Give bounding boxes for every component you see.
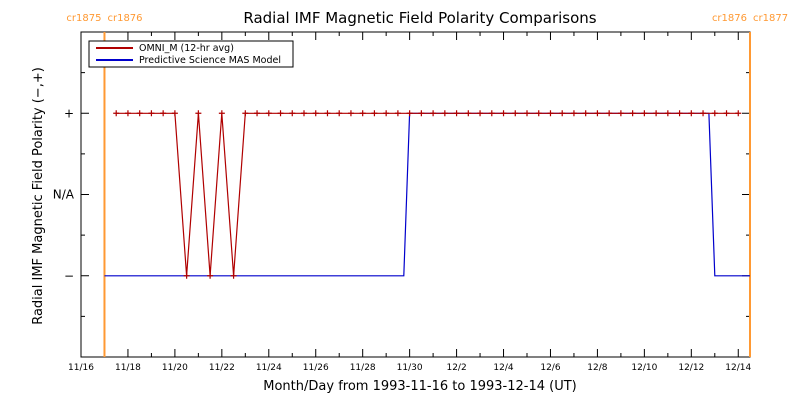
data-point (230, 272, 237, 279)
x-tick-label: 11/22 (209, 363, 235, 373)
y-axis-label: Radial IMF Magnetic Field Polarity (−,+) (31, 67, 46, 325)
x-tick-label: 12/4 (493, 363, 513, 373)
data-point (171, 110, 178, 117)
data-point (477, 110, 484, 117)
data-point (453, 110, 460, 117)
x-axis-label: Month/Day from 1993-11-16 to 1993-12-14 … (263, 379, 576, 394)
data-point (582, 110, 589, 117)
data-point (676, 110, 683, 117)
data-point (629, 110, 636, 117)
data-point (301, 110, 307, 117)
data-point (242, 110, 249, 117)
data-point (606, 110, 613, 117)
y-tick-label: N/A (53, 188, 75, 202)
data-point (664, 110, 671, 117)
data-point (113, 110, 120, 117)
carrington-markers: cr1875 cr1876 cr1876 cr1877 (66, 13, 788, 357)
data-point (512, 110, 519, 117)
data-point (735, 110, 742, 117)
data-point (183, 272, 190, 279)
data-point (594, 110, 601, 117)
data-point (195, 110, 202, 117)
carrington-label-right: cr1876 (107, 13, 142, 24)
data-point (148, 110, 155, 117)
legend-label-omni: OMNI_M (12-hr avg) (139, 43, 234, 54)
data-point (653, 110, 660, 117)
data-point (700, 110, 707, 117)
x-tick-label: 12/10 (631, 363, 657, 373)
data-point (617, 110, 624, 117)
legend-box (88, 40, 294, 68)
data-point (441, 110, 448, 117)
data-point (359, 110, 366, 117)
x-tick-label: 11/16 (68, 363, 94, 373)
x-tick-label: 12/6 (540, 363, 560, 373)
series-layer (104, 110, 750, 279)
x-tick-label: 12/14 (725, 363, 751, 373)
data-point (641, 110, 648, 117)
x-tick-label: 11/28 (350, 363, 376, 373)
legend: OMNI_M (12-hr avg) Predictive Science MA… (88, 40, 294, 68)
data-point (394, 110, 401, 117)
x-axis: 11/16 11/18 11/20 11/22 11/24 11/26 11/28 11/30… (68, 32, 752, 373)
data-point (277, 110, 284, 117)
y-tick-label: − (64, 269, 74, 283)
data-point (535, 110, 542, 117)
chart-title: Radial IMF Magnetic Field Polarity Compa… (243, 9, 596, 27)
data-point (371, 110, 378, 117)
data-point (265, 110, 272, 117)
x-tick-label: 11/20 (162, 363, 188, 373)
carrington-label-left: cr1876 (712, 13, 747, 24)
data-point (559, 110, 566, 117)
x-tick-label: 11/18 (115, 363, 141, 373)
carrington-label-right: cr1877 (753, 13, 788, 24)
data-point (347, 110, 354, 117)
data-point (465, 110, 472, 117)
data-point (124, 110, 131, 117)
x-tick-label: 12/12 (678, 363, 704, 373)
data-point (312, 110, 319, 117)
data-point (488, 110, 495, 117)
data-point (136, 110, 143, 117)
data-point (160, 110, 167, 117)
data-point (570, 110, 577, 117)
data-point (324, 110, 331, 117)
data-point (383, 110, 390, 117)
x-tick-label: 11/26 (303, 363, 329, 373)
data-point (500, 110, 507, 117)
y-axis: − N/A + (53, 31, 750, 358)
x-tick-label: 12/8 (587, 363, 607, 373)
x-tick-label: 11/30 (397, 363, 423, 373)
data-point (254, 110, 261, 117)
carrington-label-left: cr1875 (66, 13, 101, 24)
data-point (207, 272, 214, 279)
data-point (336, 110, 343, 117)
data-point (218, 110, 225, 117)
x-tick-label: 12/2 (446, 363, 466, 373)
y-tick-label: + (64, 106, 74, 120)
data-point (711, 110, 718, 117)
data-point (723, 110, 730, 117)
legend-label-mas: Predictive Science MAS Model (139, 55, 281, 66)
data-point (547, 110, 554, 117)
data-point (418, 110, 425, 117)
data-point (524, 110, 530, 117)
data-point (406, 110, 413, 117)
data-point (430, 110, 437, 117)
x-tick-label: 11/24 (256, 363, 282, 373)
data-point (688, 110, 695, 117)
data-point (289, 110, 296, 117)
